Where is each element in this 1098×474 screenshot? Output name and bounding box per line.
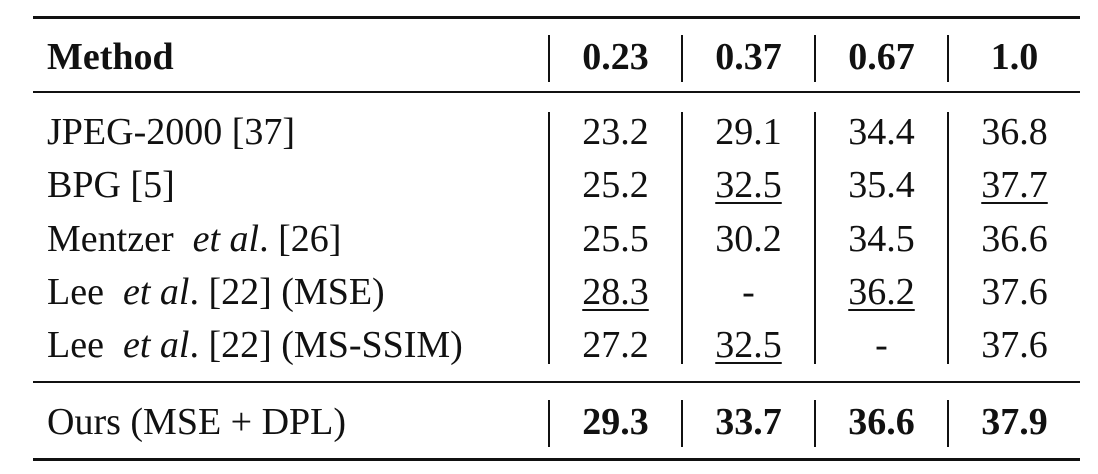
value-text: 37.6: [981, 324, 1048, 367]
method-text: . [22] (MSE): [189, 270, 385, 313]
value-cell: 27.2: [549, 323, 682, 367]
method-cell: Method: [47, 35, 174, 79]
value-text: 37.9: [981, 401, 1048, 443]
value-text: 30.2: [715, 217, 782, 260]
value-cell: 36.6: [948, 217, 1081, 261]
value-cell: 29.3: [549, 400, 682, 444]
value-cell: -: [815, 323, 948, 367]
value-text: 36.6: [981, 217, 1048, 260]
value-text: -: [742, 270, 755, 313]
value-text: 32.5: [715, 164, 782, 207]
method-text: Ours (MSE + DPL): [47, 401, 347, 443]
value-text: 36.8: [981, 111, 1048, 153]
value-text: 35.4: [848, 164, 915, 207]
method-text: . [26]: [259, 217, 342, 260]
value-cell: 34.5: [815, 217, 948, 261]
value-cell: 36.2: [815, 270, 948, 314]
column-divider: [548, 400, 550, 447]
method-text: Mentzer: [47, 217, 193, 260]
value-cell: 37.9: [948, 400, 1081, 444]
value-cell: 32.5: [682, 323, 815, 367]
method-cell: Lee et al. [22] (MS-SSIM): [47, 323, 463, 367]
method-text: Lee: [47, 270, 123, 313]
method-text: et al: [192, 217, 260, 260]
column-divider: [814, 35, 816, 82]
horizontal-rule: [33, 458, 1080, 461]
column-divider: [548, 112, 550, 364]
value-text: 29.3: [582, 401, 649, 443]
value-cell: 37.7: [948, 163, 1081, 207]
value-text: 29.1: [715, 111, 782, 153]
value-cell: 25.5: [549, 217, 682, 261]
value-cell: 0.67: [815, 35, 948, 79]
value-cell: 30.2: [682, 217, 815, 261]
value-cell: 33.7: [682, 400, 815, 444]
value-text: 32.5: [715, 324, 782, 367]
column-divider: [947, 112, 949, 364]
value-text: 1.0: [990, 36, 1039, 78]
value-cell: 0.23: [549, 35, 682, 79]
column-divider: [947, 400, 949, 447]
value-cell: 35.4: [815, 163, 948, 207]
value-cell: 37.6: [948, 270, 1081, 314]
value-text: 25.5: [582, 217, 649, 260]
value-cell: 37.6: [948, 323, 1081, 367]
method-cell: BPG [5]: [47, 163, 175, 207]
method-text: . [22] (MS-SSIM): [189, 324, 463, 367]
value-text: 36.6: [848, 401, 915, 443]
value-cell: 32.5: [682, 163, 815, 207]
horizontal-rule: [33, 16, 1080, 19]
value-text: 34.5: [848, 217, 915, 260]
value-text: 37.6: [981, 270, 1048, 313]
value-text: 0.67: [848, 36, 915, 78]
value-cell: 34.4: [815, 110, 948, 154]
value-cell: -: [682, 270, 815, 314]
method-text: et al: [122, 324, 190, 367]
column-divider: [548, 35, 550, 82]
column-divider: [681, 112, 683, 364]
method-cell: Mentzer et al. [26]: [47, 217, 341, 261]
column-divider: [681, 35, 683, 82]
value-cell: 0.37: [682, 35, 815, 79]
value-text: 34.4: [848, 111, 915, 153]
value-text: 0.37: [715, 36, 782, 78]
method-cell: JPEG-2000 [37]: [47, 110, 295, 154]
value-cell: 1.0: [948, 35, 1081, 79]
value-text: 25.2: [582, 164, 649, 207]
horizontal-rule: [33, 91, 1080, 93]
horizontal-rule: [33, 381, 1080, 383]
value-text: 36.2: [848, 270, 915, 313]
value-cell: 23.2: [549, 110, 682, 154]
method-text: BPG [5]: [47, 164, 175, 207]
value-cell: 29.1: [682, 110, 815, 154]
value-text: 33.7: [715, 401, 782, 443]
value-text: 37.7: [981, 164, 1048, 207]
method-text: Method: [47, 36, 174, 78]
value-cell: 28.3: [549, 270, 682, 314]
value-cell: 25.2: [549, 163, 682, 207]
value-text: -: [875, 324, 888, 367]
value-cell: 36.8: [948, 110, 1081, 154]
value-text: 0.23: [582, 36, 649, 78]
value-text: 28.3: [582, 270, 649, 313]
value-cell: 36.6: [815, 400, 948, 444]
column-divider: [947, 35, 949, 82]
method-cell: Ours (MSE + DPL): [47, 400, 346, 444]
column-divider: [814, 112, 816, 364]
column-divider: [681, 400, 683, 447]
value-text: 23.2: [582, 111, 649, 153]
method-text: JPEG-2000 [37]: [47, 111, 296, 153]
method-text: Lee: [47, 324, 123, 367]
column-divider: [814, 400, 816, 447]
method-cell: Lee et al. [22] (MSE): [47, 270, 385, 314]
value-text: 27.2: [582, 324, 649, 367]
method-text: et al: [122, 270, 190, 313]
